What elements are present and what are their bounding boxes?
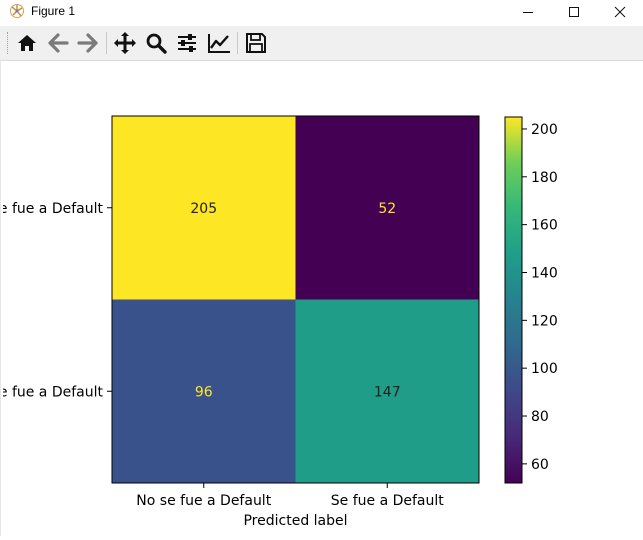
window-titlebar: Figure 1 [0, 0, 643, 24]
heatmap-cell [295, 299, 480, 484]
back-button[interactable] [44, 30, 72, 56]
line-chart-icon [208, 34, 230, 53]
colorbar-tick-label: 60 [531, 457, 549, 473]
arrow-right-icon [77, 33, 98, 53]
figure-canvas[interactable]: 205 52 96 147 No se fue a Default Se fue a D… [0, 61, 643, 536]
heatmap-cell [112, 116, 296, 300]
zoom-button[interactable] [142, 30, 170, 56]
toolbar-separator [106, 32, 107, 54]
pan-button[interactable] [111, 30, 139, 56]
window-left-edge [0, 61, 3, 536]
edit-axis-button[interactable] [205, 30, 233, 56]
colorbar-tick-label: 180 [531, 170, 558, 186]
maximize-button[interactable] [551, 0, 597, 24]
x-axis-label: Predicted label [243, 513, 347, 529]
close-button[interactable] [597, 0, 643, 24]
minimize-icon [523, 12, 533, 13]
toolbar-separator [237, 32, 238, 54]
floppy-disk-icon [246, 33, 266, 53]
minimize-button[interactable] [505, 0, 551, 24]
colorbar-tick-label: 200 [531, 122, 558, 138]
toolbar-grip[interactable] [7, 32, 11, 54]
cell-value-label: 205 [190, 201, 217, 217]
colorbar-tick-label: 160 [531, 218, 558, 234]
close-icon [614, 6, 626, 18]
y-tick-label: e fue a Default [0, 201, 103, 217]
arrow-left-icon [48, 33, 69, 53]
colorbar-tick-label: 140 [531, 265, 558, 281]
x-tick-label: Se fue a Default [331, 493, 445, 509]
heatmap-cell [112, 299, 296, 484]
cell-value-label: 147 [374, 384, 401, 400]
confusion-matrix-figure: 205 52 96 147 No se fue a Default Se fue a D… [0, 115, 558, 529]
home-icon [18, 35, 36, 51]
matplotlib-app-icon [10, 4, 24, 18]
window-title: Figure 1 [31, 4, 76, 18]
cell-value-label: 52 [378, 201, 396, 217]
axes-frame [111, 115, 480, 484]
heatmap-cell [295, 116, 480, 300]
sliders-icon [178, 34, 196, 52]
colorbar-tick-label: 80 [531, 409, 549, 425]
move-icon [114, 32, 136, 54]
maximize-icon [569, 7, 579, 17]
colorbar-tick-label: 120 [531, 313, 558, 329]
save-button[interactable] [242, 30, 270, 56]
magnifier-icon [146, 33, 167, 54]
colorbar-tick-label: 100 [531, 361, 558, 377]
configure-subplots-button[interactable] [173, 30, 201, 56]
forward-button[interactable] [74, 30, 102, 56]
cell-value-label: 96 [195, 384, 213, 400]
home-button[interactable] [13, 30, 41, 56]
navigation-toolbar [0, 26, 643, 61]
x-tick-label: No se fue a Default [136, 493, 271, 509]
colorbar [504, 116, 523, 484]
y-tick-label: e fue a Default [0, 384, 103, 400]
